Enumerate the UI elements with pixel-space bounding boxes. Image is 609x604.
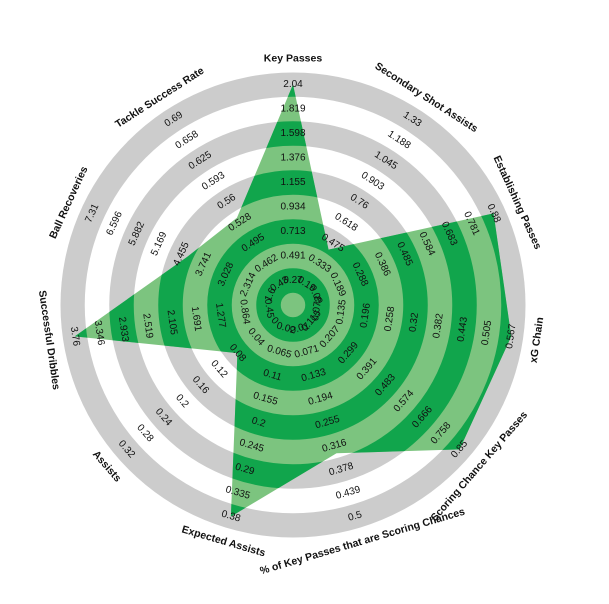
tick-label: 2.519: [140, 313, 155, 340]
tick-label: 0.29: [234, 462, 256, 478]
tick-label: 0.02: [275, 320, 297, 336]
tick-label: 1.376: [280, 153, 305, 164]
tick-label: 0.135: [334, 298, 349, 325]
radar-series-area: [74, 84, 512, 517]
tick-label: 0.491: [280, 251, 305, 262]
tick-label: 0.934: [280, 202, 305, 213]
tick-label: 0.196: [359, 302, 374, 329]
tick-label: 1.691: [189, 306, 204, 333]
tick-label: 1.277: [213, 302, 228, 329]
tick-label: 0.443: [456, 316, 471, 343]
tick-label: 1.819: [280, 104, 305, 115]
tick-label: 2.933: [116, 316, 131, 343]
tick-label: 0: [269, 315, 281, 327]
radar-band-6: [109, 121, 477, 489]
tick-label: 3.346: [92, 320, 107, 347]
tick-label: 1.6: [263, 286, 279, 304]
tick-label: 0.32: [407, 312, 421, 333]
tick-label: 0.38: [220, 509, 242, 525]
tick-label: 0.27: [283, 275, 303, 286]
radar-shape-group: [74, 84, 512, 517]
radar-series-bands: [74, 84, 512, 517]
tick-label: 3.76: [68, 326, 82, 347]
tick-label: 0.5: [347, 509, 364, 524]
tick-label: 1.155: [280, 177, 305, 188]
radar-band-2: [207, 219, 379, 391]
axis-label: Key Passes: [264, 53, 323, 65]
tick-label: 0.11: [262, 368, 283, 384]
tick-label: 0.2: [250, 415, 267, 430]
tick-label: 1.598: [280, 128, 305, 139]
tick-label: 0.567: [504, 323, 519, 350]
tick-label: 2.105: [165, 309, 180, 336]
radar-band-4: [158, 170, 428, 440]
axis-label: xG Chain: [528, 316, 546, 363]
tick-label: 0.01: [289, 320, 311, 336]
radar-band-0: [256, 268, 330, 342]
tick-label: 0.073: [310, 295, 325, 322]
axis-label: Successful Dribbles: [36, 290, 62, 391]
tick-label: 0.713: [280, 226, 305, 237]
tick-label: 0.382: [431, 312, 446, 339]
tick-label: 2.04: [283, 79, 303, 90]
tick-label: 0.505: [480, 319, 495, 346]
tick-label: 0.45: [262, 298, 276, 319]
tick-label: 0.864: [237, 299, 252, 326]
tick-label: 0.258: [383, 305, 398, 332]
